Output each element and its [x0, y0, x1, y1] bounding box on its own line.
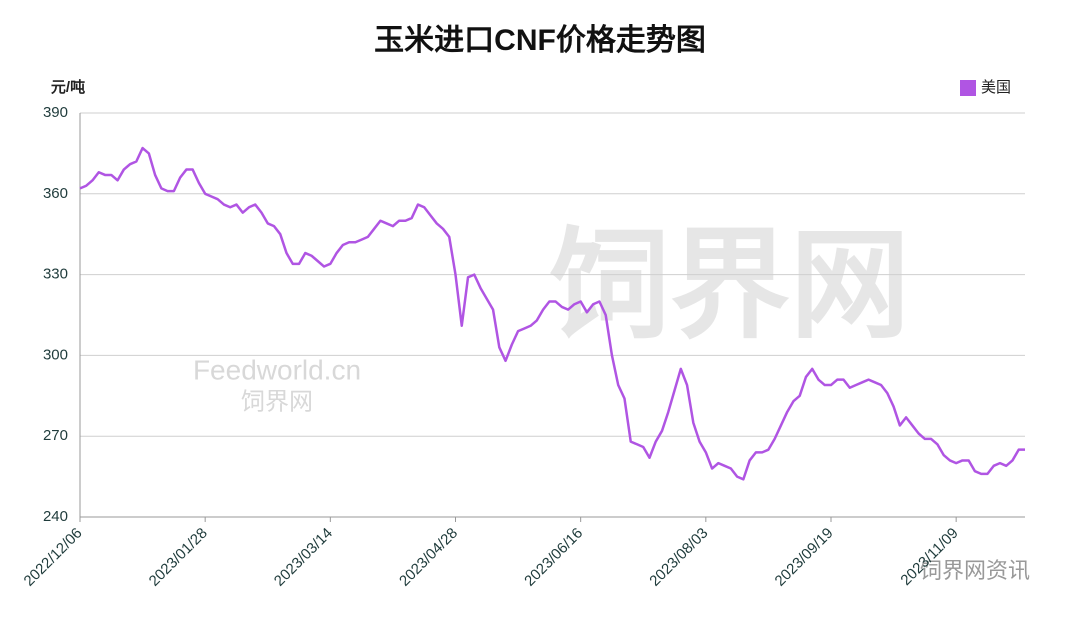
x-tick-label: 2022/12/06: [21, 525, 86, 590]
x-tick-label: 2023/08/03: [646, 525, 711, 590]
x-tick-label: 2023/09/19: [772, 525, 837, 590]
watermark: 饲界网资讯: [920, 558, 1030, 583]
y-tick-label: 300: [43, 346, 68, 363]
data-line: [79, 146, 1025, 481]
y-axis-label: 元/吨: [51, 78, 85, 96]
legend-label: 美国: [981, 79, 1011, 96]
x-tick-label: 2023/04/28: [396, 525, 461, 590]
y-tick-label: 360: [43, 185, 68, 202]
chart-title: 玉米进口CNF价格走势图: [374, 24, 706, 57]
watermark: 饲界网: [241, 388, 313, 415]
x-tick-label: 2023/01/28: [146, 525, 211, 590]
watermark: Feedworld.cn: [193, 354, 361, 385]
y-tick-label: 390: [43, 104, 68, 121]
y-tick-label: 330: [43, 266, 68, 283]
x-tick-label: 2023/06/16: [521, 525, 586, 590]
watermark: 饲界网: [550, 219, 910, 353]
legend-swatch: [960, 80, 976, 96]
x-tick-label: 2023/03/14: [271, 525, 336, 590]
y-tick-label: 270: [43, 427, 68, 444]
y-tick-label: 240: [43, 508, 68, 525]
